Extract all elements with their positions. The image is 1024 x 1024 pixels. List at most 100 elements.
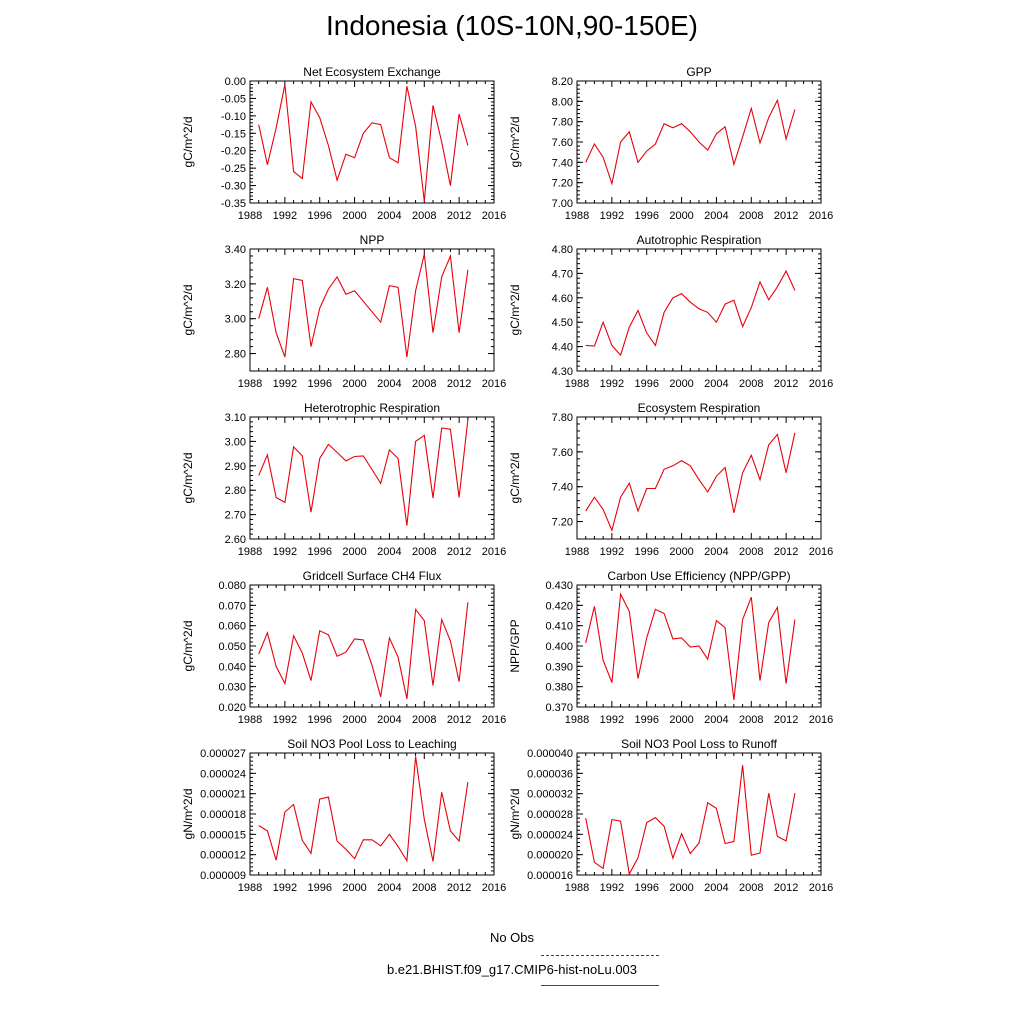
x-tick-label: 2012 <box>447 714 471 726</box>
panel-title: Heterotrophic Respiration <box>304 401 440 415</box>
panel-title: Autotrophic Respiration <box>637 233 762 247</box>
y-tick-label: -0.10 <box>221 111 246 123</box>
y-axis-label: gC/m^2/d <box>181 621 195 672</box>
x-tick-label: 2004 <box>377 378 401 390</box>
x-tick-label: 2012 <box>447 546 471 558</box>
x-tick-label: 1992 <box>600 546 624 558</box>
y-tick-label: 7.00 <box>552 198 573 210</box>
y-tick-label: 7.40 <box>552 482 573 494</box>
x-tick-label: 1988 <box>565 378 589 390</box>
y-tick-label: 7.20 <box>552 178 573 190</box>
plot-frame <box>249 584 495 708</box>
y-tick-label: 4.60 <box>552 293 573 305</box>
x-tick-label: 2016 <box>809 546 833 558</box>
x-tick-label: 1992 <box>600 882 624 894</box>
x-tick-label: 2004 <box>377 546 401 558</box>
panel-heterotrophic-respiration: Heterotrophic Respiration 1988 1992 1996 200… <box>181 401 506 558</box>
panel-title: NPP <box>360 233 385 247</box>
y-tick-label: 0.000012 <box>200 850 246 862</box>
y-tick-label: 3.10 <box>225 412 246 424</box>
panel-ecosystem-respiration: Ecosystem Respiration 1988 1992 1996 2000 200… <box>508 401 833 558</box>
panel-title: Gridcell Surface CH4 Flux <box>303 569 442 583</box>
plot-frame <box>249 752 495 876</box>
y-tick-label: 4.50 <box>552 317 573 329</box>
x-tick-label: 1996 <box>307 546 331 558</box>
y-axis-label: gC/m^2/d <box>181 285 195 336</box>
series-line <box>585 765 796 876</box>
x-tick-label: 2000 <box>669 378 693 390</box>
y-tick-label: -0.35 <box>221 198 246 210</box>
y-tick-label: 0.000021 <box>200 789 246 801</box>
x-tick-label: 1988 <box>238 882 262 894</box>
x-tick-label: 2008 <box>739 210 763 222</box>
legend-entry-obs: No Obs <box>0 930 1024 945</box>
y-tick-label: 7.40 <box>552 157 573 169</box>
x-tick-label: 2004 <box>704 714 728 726</box>
plot-frame <box>576 752 822 876</box>
x-tick-label: 1996 <box>634 714 658 726</box>
x-tick-label: 2008 <box>412 378 436 390</box>
y-tick-label: 7.60 <box>552 447 573 459</box>
series-line <box>585 269 796 357</box>
panel-carbon-use-efficiency-npp-gpp: Carbon Use Efficiency (NPP/GPP) 1988 1992 1… <box>508 569 833 726</box>
y-axis-label: gN/m^2/d <box>508 789 522 840</box>
x-tick-label: 2012 <box>774 378 798 390</box>
x-tick-label: 1996 <box>307 378 331 390</box>
x-tick-label: 2000 <box>669 714 693 726</box>
y-tick-label: 0.050 <box>218 641 246 653</box>
x-tick-label: 2004 <box>704 210 728 222</box>
plot-frame <box>576 248 822 372</box>
legend-label-model: b.e21.BHIST.f09_g17.CMIP6-hist-noLu.003 <box>386 962 638 977</box>
x-tick-label: 2016 <box>809 210 833 222</box>
x-tick-label: 2016 <box>482 714 506 726</box>
panel-net-ecosystem-exchange: Net Ecosystem Exchange 1988 1992 1996 2000 20… <box>181 65 506 222</box>
y-tick-label: 4.80 <box>552 244 573 256</box>
x-tick-label: 2000 <box>342 378 366 390</box>
x-tick-label: 1996 <box>307 714 331 726</box>
panel-autotrophic-respiration: Autotrophic Respiration 1988 1992 1996 2000 2… <box>508 233 833 390</box>
x-tick-label: 2016 <box>482 378 506 390</box>
panel-title: Soil NO3 Pool Loss to Leaching <box>287 737 456 751</box>
y-tick-label: 3.20 <box>225 279 246 291</box>
x-tick-label: 1992 <box>273 882 297 894</box>
series-line <box>258 419 469 526</box>
x-tick-label: 1992 <box>273 210 297 222</box>
x-tick-label: 1988 <box>238 210 262 222</box>
panel-title: Ecosystem Respiration <box>638 401 761 415</box>
x-tick-label: 2008 <box>412 546 436 558</box>
panel-soil-no3-pool-loss-to-runoff: Soil NO3 Pool Loss to Runoff 1988 1992 1996… <box>508 737 833 894</box>
x-tick-label: 2008 <box>412 210 436 222</box>
y-tick-label: 7.80 <box>552 412 573 424</box>
panel-gridcell-surface-ch4-flux: Gridcell Surface CH4 Flux 1988 1992 1996 200… <box>181 569 506 726</box>
series-line <box>585 98 796 186</box>
y-tick-label: 0.030 <box>218 682 246 694</box>
y-tick-label: 2.80 <box>225 485 246 497</box>
y-tick-label: 2.60 <box>225 534 246 546</box>
y-tick-label: 0.410 <box>545 621 573 633</box>
y-tick-label: 4.40 <box>552 342 573 354</box>
y-tick-label: 0.000024 <box>200 768 246 780</box>
x-tick-label: 1988 <box>565 882 589 894</box>
x-tick-label: 2016 <box>809 378 833 390</box>
x-tick-label: 1992 <box>600 210 624 222</box>
x-tick-label: 1988 <box>238 546 262 558</box>
y-axis-label: gC/m^2/d <box>508 453 522 504</box>
x-tick-label: 2012 <box>774 546 798 558</box>
y-axis-label: NPP/GPP <box>508 619 522 672</box>
x-tick-label: 2012 <box>447 210 471 222</box>
x-tick-label: 1996 <box>634 882 658 894</box>
y-tick-label: 0.000027 <box>200 748 246 760</box>
x-tick-label: 2000 <box>669 210 693 222</box>
y-tick-label: 0.000024 <box>527 829 573 841</box>
x-tick-label: 2004 <box>704 546 728 558</box>
y-tick-label: 4.30 <box>552 366 573 378</box>
y-tick-label: 0.000015 <box>200 829 246 841</box>
y-tick-label: 0.000018 <box>200 809 246 821</box>
y-tick-label: 0.420 <box>545 600 573 612</box>
y-tick-label: 3.40 <box>225 244 246 256</box>
x-tick-label: 1992 <box>600 378 624 390</box>
y-tick-label: 2.80 <box>225 349 246 361</box>
x-tick-label: 2012 <box>447 378 471 390</box>
x-tick-label: 2004 <box>377 714 401 726</box>
x-tick-label: 2012 <box>774 714 798 726</box>
